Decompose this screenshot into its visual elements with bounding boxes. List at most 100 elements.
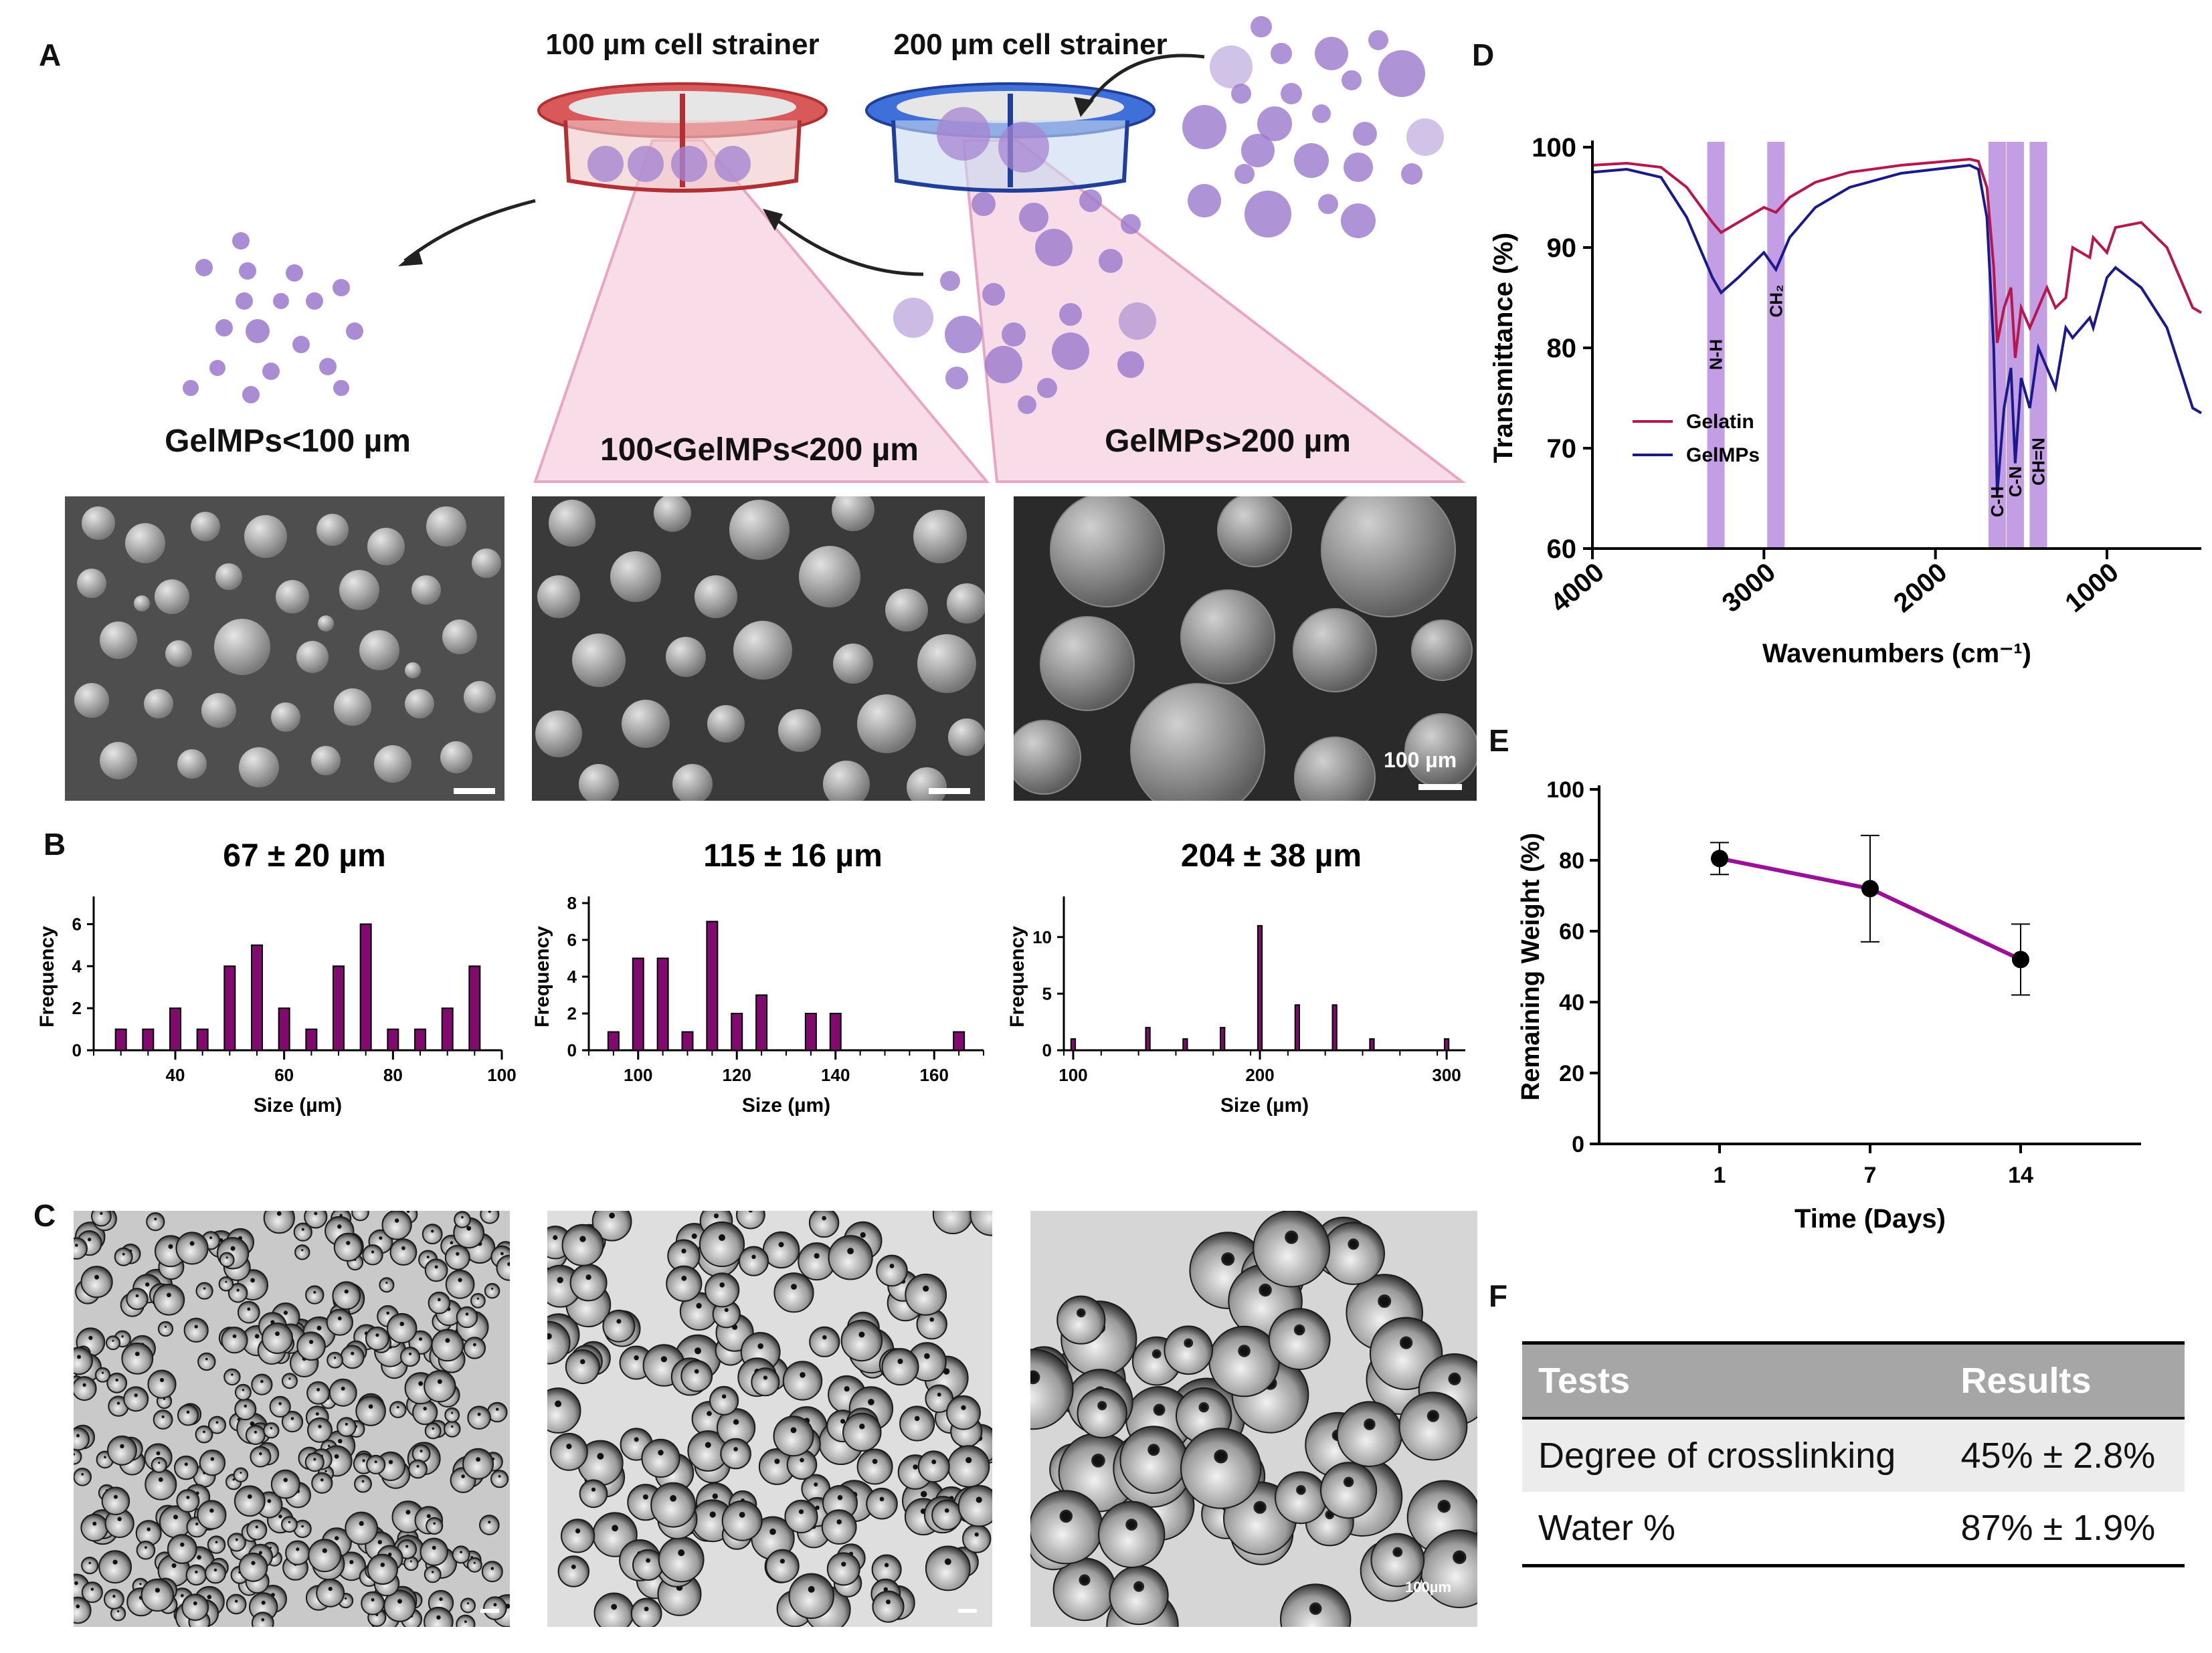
droplet-core [232, 1334, 237, 1339]
properties-table: Tests Results Degree of crosslinking 45%… [1522, 1341, 2185, 1567]
droplet-core [488, 1211, 491, 1213]
droplet [74, 1347, 93, 1375]
droplet-core [566, 1444, 572, 1450]
histogram-mid: 115 ± 16 µm 0 2 4 6 8 100 120 140 160 Size (µm) Fre… [531, 838, 984, 1116]
droplet [141, 1578, 175, 1612]
droplet [146, 1212, 165, 1232]
droplet [1320, 1462, 1378, 1519]
particles-small [183, 232, 363, 403]
droplet-core [112, 1595, 116, 1598]
droplet-core [337, 1317, 342, 1321]
droplet [840, 1319, 883, 1362]
droplet-core [571, 1564, 576, 1569]
droplet-core [112, 1559, 118, 1565]
droplet [658, 1536, 705, 1583]
droplet-core [186, 1410, 190, 1414]
droplet-core [164, 1325, 167, 1328]
droplet-core [858, 1331, 865, 1338]
droplet-core [1400, 1336, 1413, 1349]
panel-label-b: B [43, 827, 66, 862]
droplet [234, 1485, 266, 1517]
y-tick-label: 6 [567, 930, 577, 950]
droplet-core [769, 1528, 776, 1535]
droplet [557, 1555, 589, 1587]
droplet-core [451, 1412, 454, 1414]
droplet [91, 1211, 112, 1227]
droplet-core [275, 1331, 280, 1337]
droplet-core [1097, 1401, 1107, 1411]
droplet-core [121, 1335, 124, 1338]
droplet-core [247, 1494, 252, 1499]
droplet-core [385, 1281, 388, 1284]
droplet [462, 1448, 494, 1480]
droplet [773, 1272, 814, 1313]
droplet-core [374, 1460, 377, 1464]
droplet [1056, 1295, 1106, 1345]
histogram-bar [114, 1028, 127, 1052]
droplet-core [283, 1310, 288, 1315]
cell-result: 45% ± 2.8% [1960, 1436, 2156, 1476]
x-tick-label: 2000 [1888, 557, 1952, 618]
droplet [424, 1422, 442, 1440]
droplet [579, 1479, 608, 1509]
histogram-bar [1257, 925, 1263, 1051]
droplet-core [171, 1563, 177, 1568]
band-label: N-H [1706, 339, 1726, 370]
droplet-core [1364, 1418, 1376, 1430]
droplet [329, 1378, 357, 1407]
droplet [751, 1367, 780, 1397]
droplet [444, 1407, 460, 1423]
droplet [151, 1456, 167, 1473]
droplet-core [144, 1546, 147, 1549]
x-tick-label: 1000 [2059, 557, 2124, 618]
droplet-core [889, 1264, 895, 1268]
droplet-core [113, 1494, 118, 1499]
droplet-core [763, 1375, 767, 1380]
droplet [456, 1306, 478, 1329]
droplet [74, 1596, 92, 1624]
droplet [81, 1581, 103, 1603]
droplet-core [616, 1319, 622, 1324]
droplet [221, 1327, 248, 1354]
droplet-core [575, 1528, 581, 1534]
droplet [705, 1272, 740, 1308]
droplet-core [477, 1412, 481, 1416]
droplet-core [117, 1517, 122, 1521]
droplet [167, 1534, 197, 1564]
y-tick-label: 8 [567, 893, 577, 913]
droplet-core [847, 1248, 854, 1254]
droplet-core [288, 1521, 291, 1523]
droplet [466, 1557, 482, 1573]
droplet [931, 1499, 963, 1531]
droplet-core [1453, 1550, 1467, 1564]
droplet [872, 1590, 905, 1623]
droplet [480, 1211, 500, 1224]
droplet-core [397, 1405, 399, 1409]
histogram-bar [414, 1028, 426, 1052]
droplet-core [1343, 1476, 1354, 1487]
droplet-core [296, 1547, 300, 1551]
droplet-core [386, 1311, 389, 1315]
histogram-bar [169, 1007, 181, 1051]
droplet [424, 1370, 456, 1403]
droplet [293, 1222, 312, 1242]
droplet [876, 1254, 908, 1287]
droplet [1253, 1211, 1331, 1288]
droplet [326, 1308, 353, 1336]
droplet-core [134, 1393, 138, 1397]
droplet [195, 1282, 213, 1300]
droplet-core [1091, 1454, 1105, 1468]
droplet-core [115, 1378, 118, 1382]
droplet-core [808, 1585, 815, 1593]
droplet-core [100, 1211, 103, 1215]
droplet [809, 1326, 840, 1357]
droplet [773, 1416, 814, 1457]
chart-title: 204 ± 38 µm [1181, 838, 1362, 874]
cell-test: Water % [1538, 1508, 1676, 1548]
droplet [970, 1211, 992, 1236]
droplet [632, 1549, 664, 1581]
droplet-core [555, 1400, 562, 1407]
table-header-row: Tests Results [1522, 1343, 2185, 1418]
droplet-core [681, 1276, 687, 1281]
droplet-core [431, 1571, 434, 1573]
